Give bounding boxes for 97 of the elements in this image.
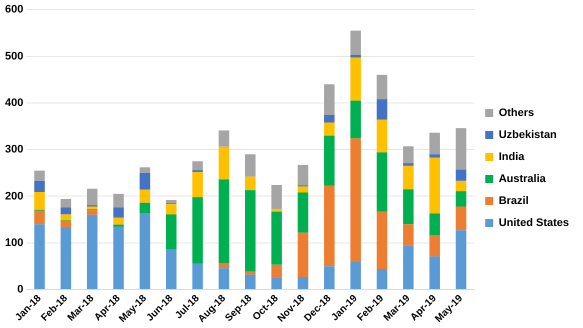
bar (218, 130, 230, 147)
bar (376, 152, 388, 212)
bar (456, 191, 466, 206)
bar (429, 158, 440, 214)
bar (271, 212, 282, 265)
legend-label: United States (498, 217, 570, 230)
bar (60, 214, 72, 220)
bar (403, 246, 414, 290)
bar (140, 167, 150, 173)
bar (86, 214, 98, 290)
bar (140, 202, 150, 214)
bar (218, 179, 230, 263)
bar (245, 154, 256, 177)
bar (86, 210, 98, 215)
bar (113, 207, 124, 218)
bar (456, 206, 466, 230)
bar (324, 266, 335, 290)
bar (192, 172, 203, 198)
bar (298, 276, 308, 290)
bar (245, 274, 256, 290)
y-tick-label: 300 (4, 144, 24, 156)
bar (166, 248, 177, 290)
bar (324, 185, 335, 266)
bar (86, 188, 98, 206)
y-tick-label: 500 (4, 50, 24, 62)
bar (218, 268, 230, 290)
bar (429, 154, 440, 158)
y-tick-label: 100 (4, 236, 24, 249)
bar (60, 207, 72, 214)
y-tick-label: 400 (4, 96, 24, 109)
y-tick-label: 200 (4, 190, 24, 202)
bar (166, 204, 177, 214)
bar (376, 269, 388, 290)
bar (192, 197, 203, 264)
bar (376, 74, 388, 100)
bar (403, 189, 414, 224)
bar (140, 172, 150, 190)
bar (60, 227, 72, 290)
bar (166, 214, 177, 249)
bar (298, 164, 308, 186)
y-tick-label: 0 (17, 284, 24, 296)
bar (350, 138, 361, 262)
bar (271, 185, 282, 208)
bar (218, 262, 230, 268)
bar (429, 256, 440, 290)
bar (403, 146, 414, 164)
bar (113, 194, 124, 208)
bar (140, 190, 150, 203)
bar (456, 128, 466, 170)
bar (324, 84, 335, 116)
bar (298, 232, 308, 277)
bar (245, 176, 256, 190)
bar (34, 180, 45, 192)
bar (218, 146, 230, 180)
bar (113, 218, 124, 225)
bar (34, 210, 45, 224)
bar (140, 213, 150, 290)
bar (298, 186, 308, 192)
bar (271, 277, 282, 290)
bar (403, 163, 414, 166)
bar (192, 264, 203, 290)
bar (324, 122, 335, 136)
bar (376, 99, 388, 120)
bar (245, 190, 256, 272)
bar (350, 262, 361, 290)
bar (86, 206, 98, 210)
bar (113, 226, 124, 290)
bar (376, 212, 388, 270)
legend-label: Others (498, 107, 534, 120)
bar (456, 170, 466, 181)
bar (60, 199, 72, 208)
legend-label: India (498, 151, 526, 164)
bar (350, 30, 361, 55)
bar (60, 220, 72, 228)
bar (350, 100, 361, 138)
bar (34, 170, 45, 181)
bar (350, 58, 361, 101)
bar (271, 264, 282, 278)
bar (298, 192, 308, 233)
legend-label: Uzbekistan (498, 129, 558, 142)
bar (429, 234, 440, 256)
bar (376, 120, 388, 152)
bar (429, 213, 440, 235)
bar (34, 192, 45, 210)
y-tick-label: 600 (4, 4, 24, 16)
bar (324, 115, 335, 123)
bar (456, 230, 466, 290)
bar (429, 132, 440, 154)
bar (403, 166, 414, 190)
bar (456, 180, 466, 192)
bar (34, 224, 45, 290)
legend-label: Australia (498, 173, 547, 186)
bar (166, 200, 177, 204)
bar (192, 161, 203, 170)
bar (403, 224, 414, 246)
legend-label: Brazil (498, 195, 529, 208)
bar (324, 136, 335, 186)
